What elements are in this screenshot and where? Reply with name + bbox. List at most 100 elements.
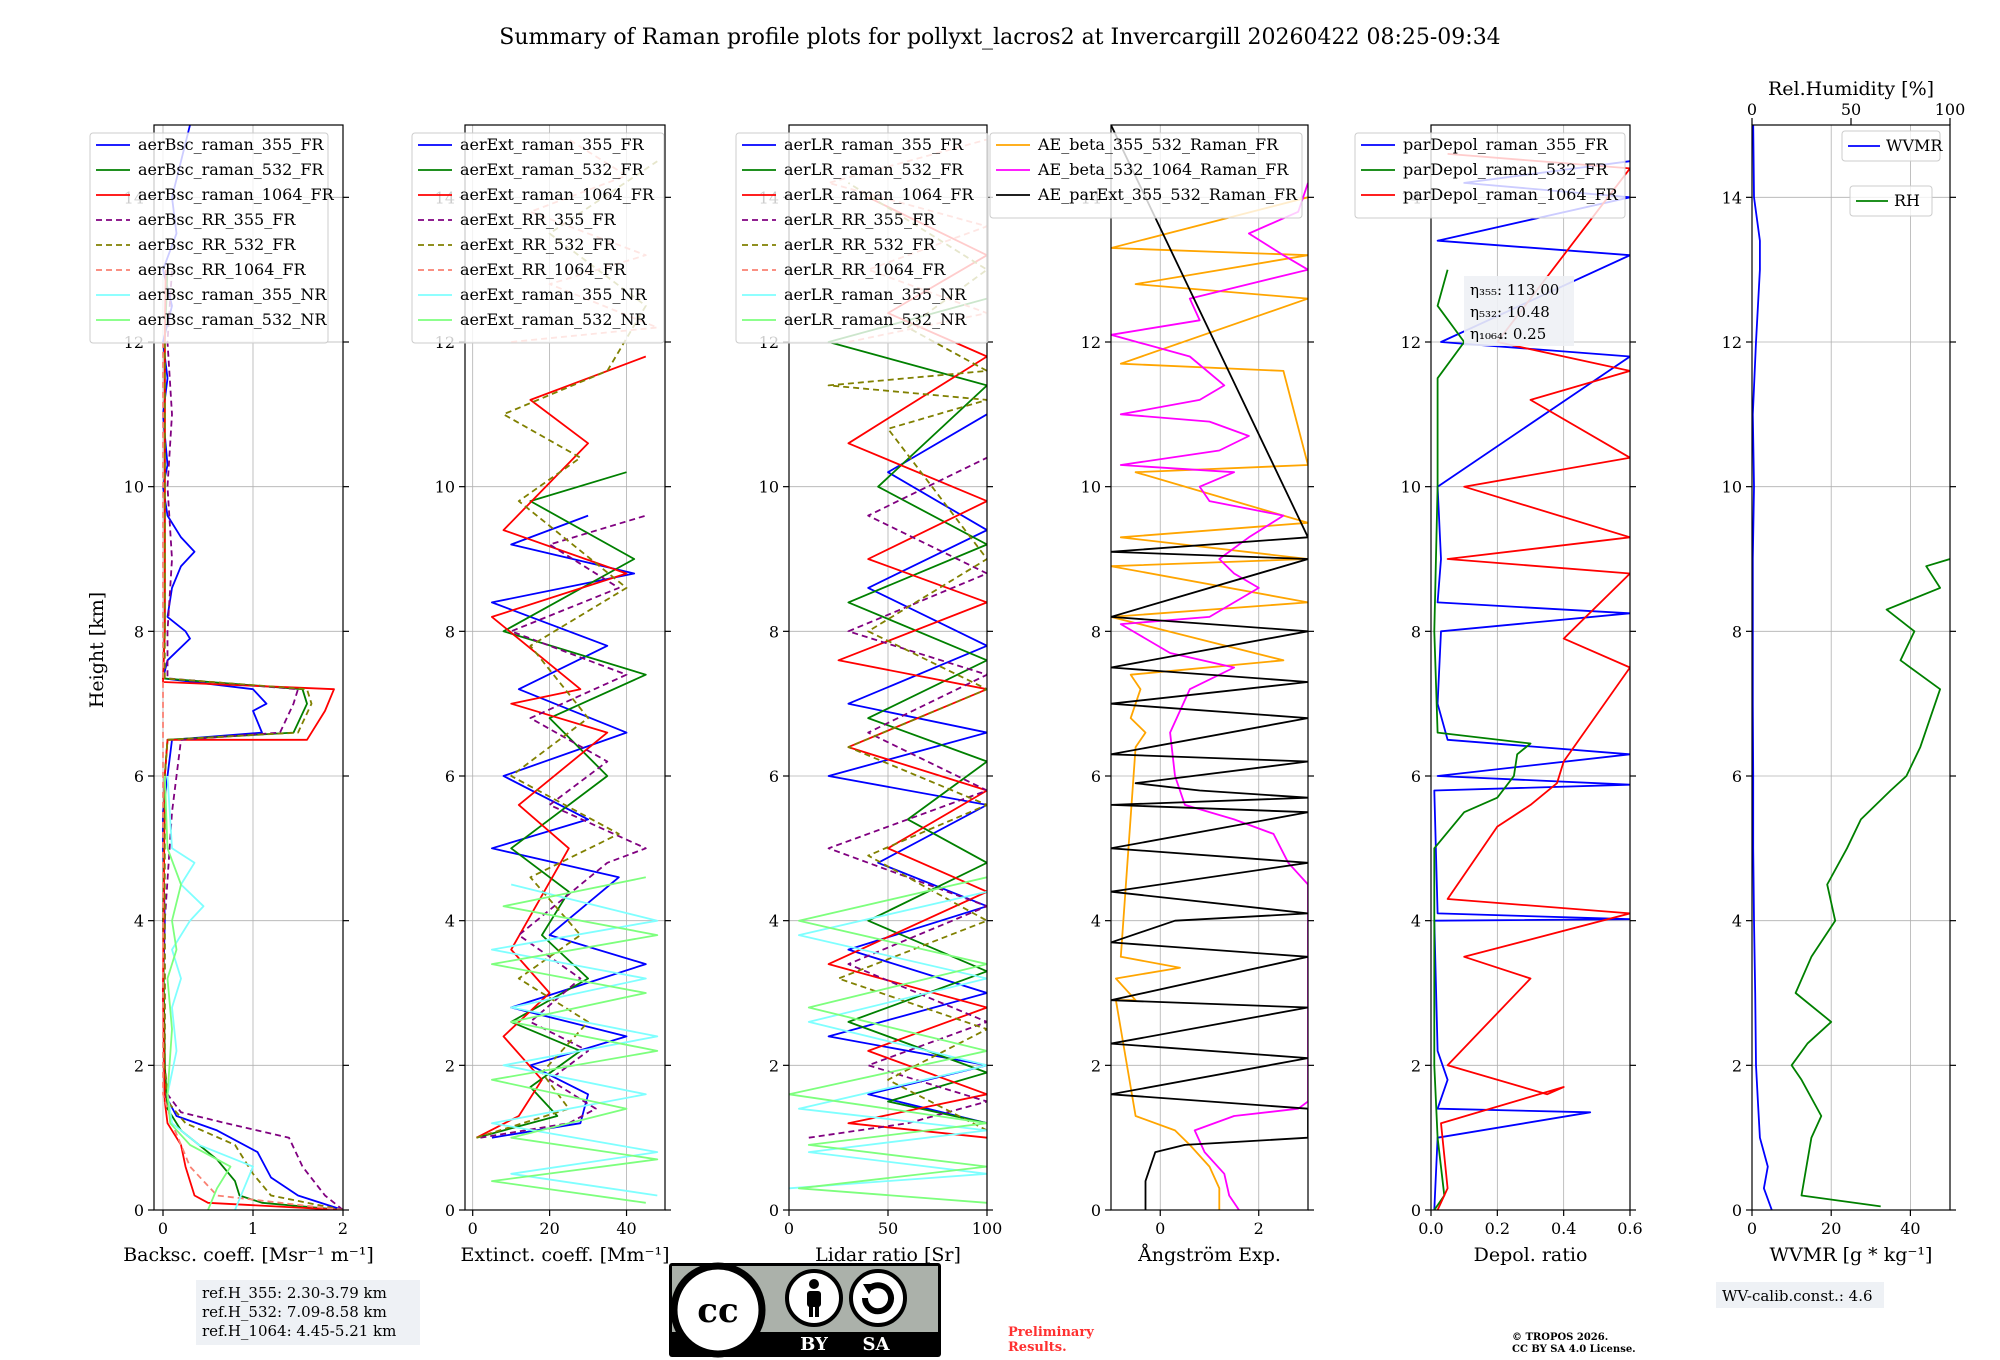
x-tick-label: 0 (1155, 1219, 1165, 1238)
legend-rh: RH (1849, 185, 1933, 217)
panel-backscatter: 01202468101214Backsc. coeff. [Msr⁻¹ m⁻¹]… (89, 124, 374, 1266)
legend-entry: RH (1894, 191, 1920, 210)
legend-entry: aerExt_RR_532_FR (460, 235, 617, 254)
x-tick-label: 20 (1821, 1219, 1841, 1238)
y-tick-label: 2 (769, 1056, 779, 1075)
wv-calib-text: WV-calib.const.: 4.6 (1722, 1287, 1873, 1305)
y-tick-label: 8 (134, 622, 144, 641)
legend-entry: WVMR (1886, 136, 1943, 155)
y-tick-label: 12 (1401, 333, 1421, 352)
copyright-line-1: © TROPOS 2026. (1512, 1332, 1609, 1343)
axes-frame (464, 124, 666, 1211)
x-axis-label: WVMR [g * kg⁻¹] (1770, 1244, 1933, 1266)
y-tick-label: 4 (1411, 912, 1421, 931)
eta-annotation: η₃₅₅: 113.00 η₅₃₂: 10.48 η₁₀₆₄: 0.25 (1464, 276, 1574, 346)
legend: AE_beta_355_532_Raman_FR AE_beta_532_1064… (989, 132, 1303, 219)
axes-frame (153, 124, 344, 1211)
x-tick-label: 1 (248, 1219, 258, 1238)
y-tick-label: 2 (134, 1056, 144, 1075)
y-tick-label: 8 (1732, 622, 1742, 641)
series-line-aerBsc_raman_532_NR (163, 775, 232, 1210)
legend-entry: aerLR_raman_532_NR (784, 310, 967, 329)
y-tick-label: 6 (445, 767, 455, 786)
y-tick-label: 0 (445, 1201, 455, 1220)
series-line-aerLR_raman_355_NR (789, 890, 987, 1190)
y-tick-label: 6 (1411, 767, 1421, 786)
legend-entry: parDepol_raman_355_FR (1403, 135, 1609, 154)
series-line-RH (1790, 558, 1950, 1208)
y-tick-label: 0 (1732, 1201, 1742, 1220)
y-tick-label: 8 (445, 622, 455, 641)
legend-entry: aerBsc_raman_1064_FR (138, 185, 335, 204)
y-tick-label: 0 (769, 1201, 779, 1220)
x-axis-label: Extinct. coeff. [Mm⁻¹] (460, 1244, 669, 1266)
series-line-aerBsc_RR_355_FR (163, 269, 343, 1210)
legend-entry: aerExt_raman_355_NR (460, 285, 648, 304)
eta-annotation-line: η₃₅₅: 113.00 (1470, 281, 1559, 299)
x-tick-label: 0.4 (1551, 1219, 1576, 1238)
copyright-note: © TROPOS 2026. CC BY SA 4.0 License. (1512, 1332, 1636, 1356)
y-tick-label: 4 (1091, 912, 1101, 931)
y-tick-label: 0 (1411, 1201, 1421, 1220)
axes-frame (1751, 124, 1951, 1211)
x-tick-label: 40 (1900, 1219, 1920, 1238)
eta-annotation-line: η₅₃₂: 10.48 (1470, 303, 1550, 321)
y-tick-label: 8 (1411, 622, 1421, 641)
x-axis-label: Lidar ratio [Sr] (815, 1244, 961, 1266)
ref-height-355: ref.H_355: 2.30-3.79 km (202, 1284, 387, 1302)
y-tick-label: 2 (445, 1056, 455, 1075)
x-axis-label: Ångström Exp. (1137, 1244, 1281, 1266)
y-tick-label: 0 (134, 1201, 144, 1220)
legend-entry: AE_beta_532_1064_Raman_FR (1037, 160, 1289, 179)
x-tick-label: 0.6 (1617, 1219, 1642, 1238)
legend-wvmr: WVMR (1841, 130, 1943, 162)
y-tick-label: 6 (1732, 767, 1742, 786)
x-tick-label: 100 (972, 1219, 1003, 1238)
panel-depol: 0.00.20.40.602468101214Depol. ratioparDe… (1354, 124, 1643, 1266)
preliminary-line-2: Results. (1008, 1340, 1067, 1355)
series-line-aerBsc_raman_355_NR (166, 775, 254, 1210)
y-tick-label: 8 (1091, 622, 1101, 641)
sa-share-alike-icon (849, 1269, 907, 1327)
x-tick-label: 0 (468, 1219, 478, 1238)
legend-entry: aerLR_raman_1064_FR (784, 185, 974, 204)
x-tick-label: 40 (616, 1219, 636, 1238)
y-tick-label: 6 (134, 767, 144, 786)
y-tick-label: 4 (769, 912, 779, 931)
legend-entry: aerBsc_RR_1064_FR (138, 260, 307, 279)
legend-entry: aerExt_raman_532_NR (460, 310, 648, 329)
x-tick-label: 0.0 (1418, 1219, 1443, 1238)
legend-entry: aerBsc_RR_532_FR (138, 235, 296, 254)
cc-icon: cc (670, 1262, 766, 1358)
y-tick-label: 4 (1732, 912, 1742, 931)
series-line-AE_beta_532_1064_Raman_FR (1111, 182, 1308, 1210)
series-line-aerBsc_RR_532_FR (163, 342, 343, 1210)
series-group (1111, 125, 1308, 1210)
top-x-tick-label: 0 (1747, 100, 1757, 119)
y-tick-label: 10 (1081, 478, 1101, 497)
legend-entry: aerBsc_raman_355_FR (138, 135, 324, 154)
legend: parDepol_raman_355_FR parDepol_raman_532_… (1354, 132, 1626, 219)
x-tick-label: 0.2 (1485, 1219, 1510, 1238)
top-x-axis-label: Rel.Humidity [%] (1768, 78, 1934, 100)
panel-extinction: 0204002468101214Extinct. coeff. [Mm⁻¹]ae… (411, 124, 671, 1266)
y-tick-label: 2 (1091, 1056, 1101, 1075)
y-tick-label: 2 (1411, 1056, 1421, 1075)
x-axis-label: Depol. ratio (1474, 1244, 1588, 1266)
series-group (1752, 125, 1950, 1210)
panel-angstrom: 0202468101214Ångström Exp.AE_beta_355_53… (989, 124, 1314, 1266)
series-line-aerLR_RR_532_FR (827, 182, 987, 1132)
by-person-icon (785, 1269, 843, 1327)
x-tick-label: 20 (539, 1219, 559, 1238)
preliminary-results-note: Preliminary Results. (1008, 1325, 1094, 1355)
legend-entry: aerLR_raman_355_NR (784, 285, 967, 304)
y-tick-label: 10 (759, 478, 779, 497)
legend-entry: aerLR_RR_1064_FR (784, 260, 946, 279)
x-axis-label: Backsc. coeff. [Msr⁻¹ m⁻¹] (123, 1244, 374, 1266)
legend-entry: aerBsc_RR_355_FR (138, 210, 296, 229)
top-x-tick-label: 100 (1935, 100, 1966, 119)
y-tick-label: 8 (769, 622, 779, 641)
y-axis-label: Height [km] (86, 592, 108, 708)
y-tick-label: 4 (445, 912, 455, 931)
series-line-aerLR_raman_532_NR (789, 876, 987, 1204)
